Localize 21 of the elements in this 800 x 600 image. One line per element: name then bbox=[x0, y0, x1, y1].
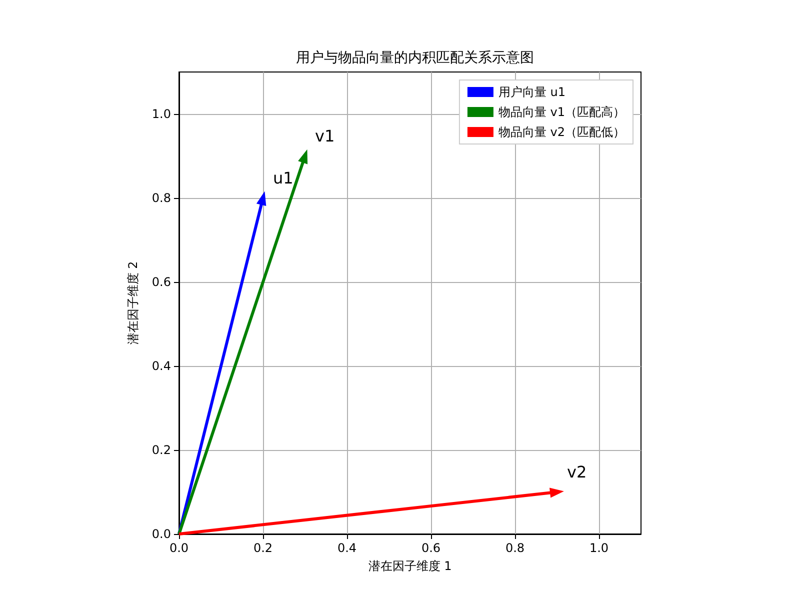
y-tick-label: 0.0 bbox=[152, 527, 171, 541]
y-tick-label: 0.8 bbox=[152, 191, 171, 205]
legend-label: 物品向量 v1（匹配高） bbox=[498, 105, 626, 119]
x-tick-label: 1.0 bbox=[589, 541, 609, 555]
x-tick-label: 0.4 bbox=[337, 541, 357, 555]
x-tick-label: 0.6 bbox=[421, 541, 441, 555]
x-tick-label: 0.0 bbox=[169, 541, 189, 555]
y-tick-label: 0.6 bbox=[152, 275, 171, 289]
legend-label: 用户向量 u1 bbox=[498, 85, 566, 99]
x-tick-label: 0.8 bbox=[505, 541, 525, 555]
y-tick-label: 0.4 bbox=[152, 359, 171, 373]
y-tick-label: 1.0 bbox=[152, 107, 171, 121]
y-axis-title: 潜在因子维度 2 bbox=[126, 261, 140, 345]
chart-title: 用户与物品向量的内积匹配关系示意图 bbox=[296, 50, 534, 66]
annotation: u1 bbox=[273, 168, 294, 188]
y-tick-label: 0.2 bbox=[152, 443, 171, 457]
x-axis-title: 潜在因子维度 1 bbox=[368, 559, 452, 573]
x-tick-label: 0.2 bbox=[253, 541, 273, 555]
annotation: v1 bbox=[315, 126, 335, 146]
annotation: v2 bbox=[567, 462, 587, 482]
legend-label: 物品向量 v2（匹配低） bbox=[498, 125, 626, 139]
